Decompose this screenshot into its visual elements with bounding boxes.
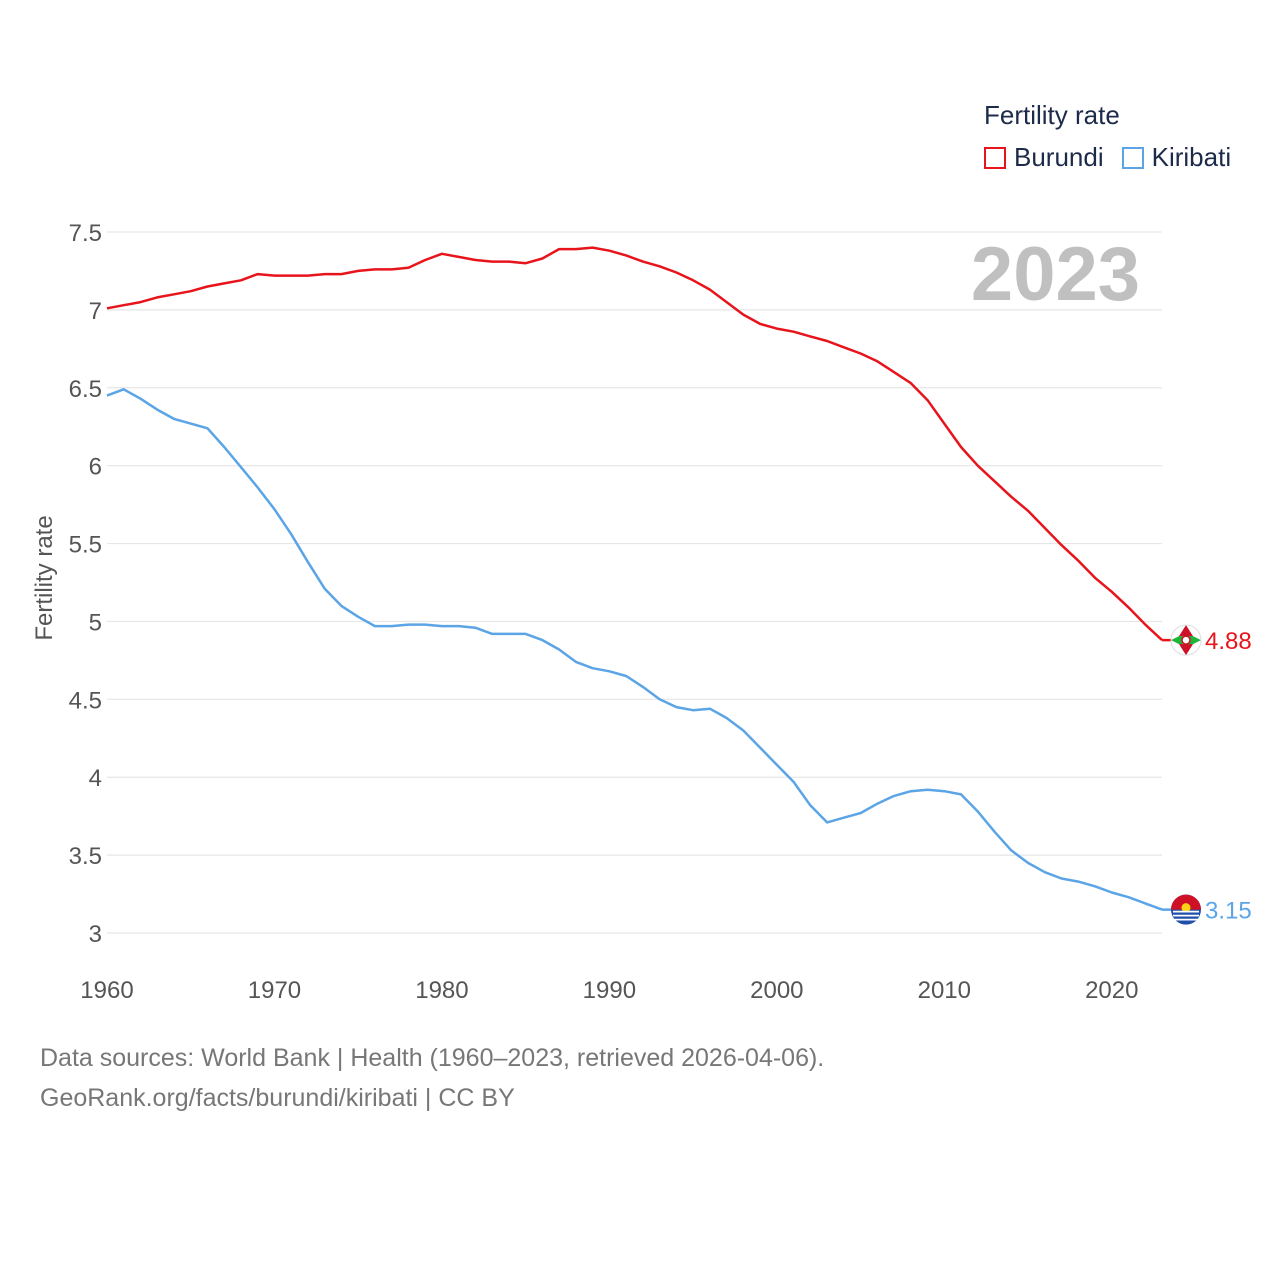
flag-border xyxy=(1170,624,1202,656)
y-tick-label: 6 xyxy=(89,454,102,481)
y-tick-label: 4 xyxy=(89,765,102,792)
y-tick-label: 3.5 xyxy=(69,843,102,870)
y-axis-ticks: 3 3.5 4 4.5 5 5.5 6 6.5 7 7.5 xyxy=(69,220,102,948)
flag-red-top xyxy=(1179,625,1193,637)
x-tick-label: 1970 xyxy=(248,977,301,1004)
series-line-burundi xyxy=(106,246,1163,642)
flag-green-left xyxy=(1171,634,1183,647)
x-tick-label: 1960 xyxy=(80,977,133,1004)
y-tick-label: 7.5 xyxy=(69,220,102,247)
legend-label-kiribati: Kiribati xyxy=(1151,142,1232,172)
footer-sources: Data sources: World Bank | Health (1960–… xyxy=(40,1044,825,1072)
legend-item-burundi[interactable]: Burundi xyxy=(984,142,1104,173)
x-tick-label: 2020 xyxy=(1085,977,1138,1004)
legend-item-kiribati[interactable]: Kiribati xyxy=(1121,142,1232,173)
legend-label-burundi: Burundi xyxy=(1014,142,1104,172)
flag-sun xyxy=(1181,903,1191,913)
kiribati-flag-icon xyxy=(1171,894,1201,925)
y-tick-label: 6.5 xyxy=(69,376,102,403)
series-line-kiribati xyxy=(106,388,1163,911)
y-tick-label: 7 xyxy=(89,298,102,325)
end-markers: 4.88 3.15 xyxy=(1162,624,1252,925)
flag-red-top xyxy=(1171,894,1201,910)
x-tick-label: 1980 xyxy=(415,977,468,1004)
end-value-label-burundi: 4.88 xyxy=(1205,628,1252,655)
legend: Burundi Kiribati xyxy=(984,142,1249,173)
y-tick-label: 4.5 xyxy=(69,687,102,714)
burundi-flag-icon xyxy=(1170,624,1202,656)
y-axis-label: Fertility rate xyxy=(31,515,58,640)
flag-red-bottom xyxy=(1179,644,1193,656)
footer-credit: GeoRank.org/facts/burundi/kiribati | CC … xyxy=(40,1084,515,1112)
flag-center xyxy=(1181,635,1191,645)
legend-title: Fertility rate xyxy=(984,100,1120,130)
legend-swatch-burundi xyxy=(984,146,1006,169)
grid-lines xyxy=(107,231,1162,934)
y-tick-label: 5 xyxy=(89,609,102,636)
end-value-label-kiribati: 3.15 xyxy=(1205,898,1252,925)
x-tick-label: 2000 xyxy=(750,977,803,1004)
x-axis-ticks: 1960 1970 1980 1990 2000 2010 2020 xyxy=(80,977,1138,1004)
flag-green-right xyxy=(1189,634,1201,647)
legend-swatch-kiribati xyxy=(1121,146,1144,169)
x-tick-label: 2010 xyxy=(918,977,971,1004)
y-tick-label: 3 xyxy=(89,921,102,948)
series-lines xyxy=(106,246,1163,911)
y-tick-label: 5.5 xyxy=(69,532,102,559)
year-label: 2023 xyxy=(971,232,1140,317)
x-tick-label: 1990 xyxy=(583,977,636,1004)
